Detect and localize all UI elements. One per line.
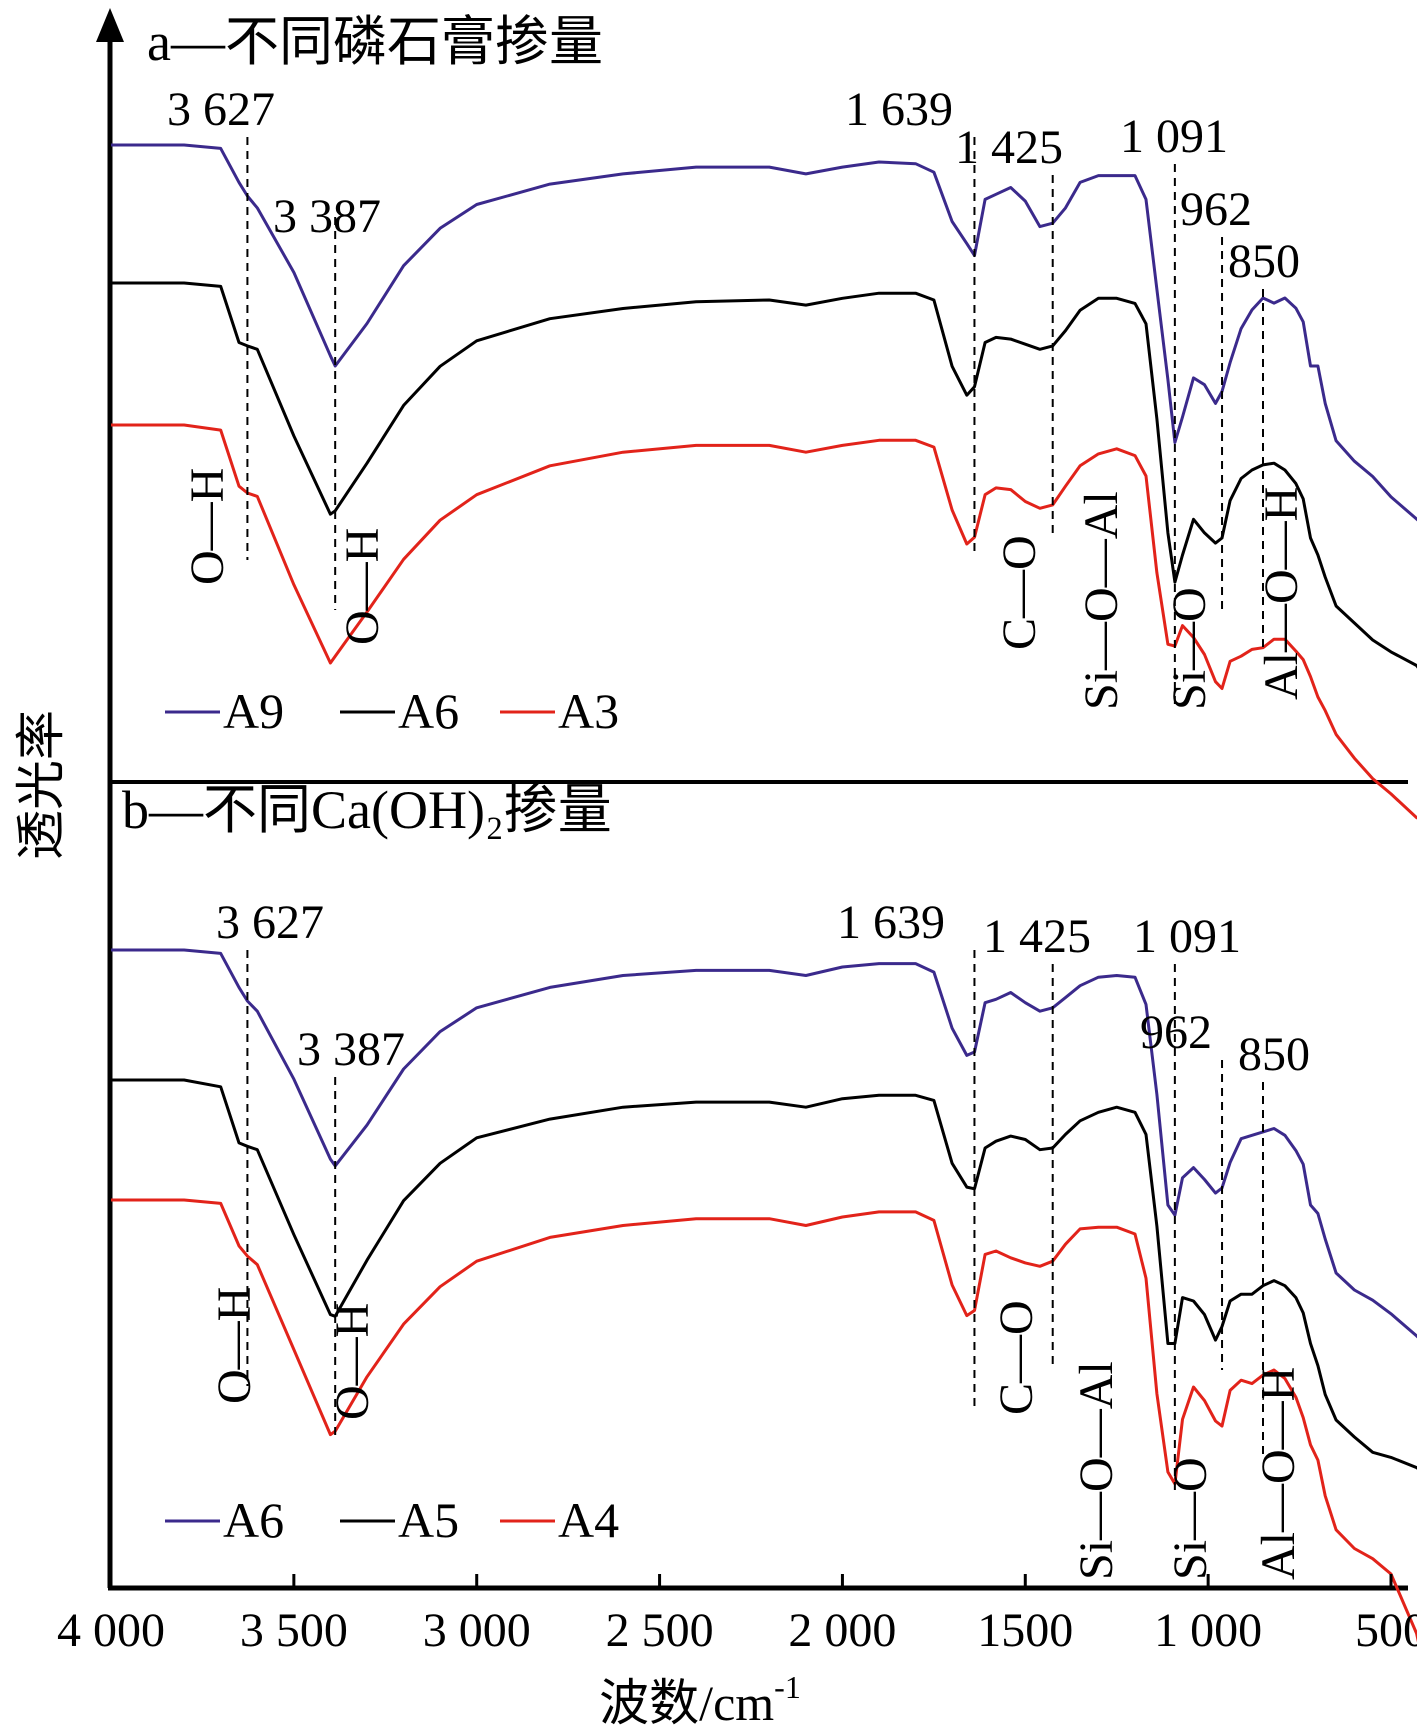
series-line-A3 <box>111 423 1417 820</box>
bond-label: C—O <box>990 1300 1043 1415</box>
series-line-A5 <box>111 1078 1417 1470</box>
bond-label: Al—O—H <box>1255 487 1308 700</box>
peak-label: 1 425 <box>983 910 1091 963</box>
panel-title: a—不同磷石膏掺量 <box>147 12 603 72</box>
peak-label: 962 <box>1180 183 1252 236</box>
x-tick-label: 500 <box>1355 1604 1417 1657</box>
legend-label-A6: A6 <box>223 1492 284 1548</box>
bond-label: O—H <box>208 1287 261 1404</box>
axes <box>96 8 1408 1591</box>
x-axis-title: 波数/cm-1 <box>599 1669 801 1731</box>
x-tick-label: 1500 <box>977 1604 1073 1657</box>
bond-label: Si—O—Al <box>1070 1361 1123 1580</box>
legend-label-A9: A9 <box>223 683 284 739</box>
peak-label: 3 387 <box>297 1023 405 1076</box>
legend-label-A6: A6 <box>398 683 459 739</box>
x-tick-label: 2 500 <box>606 1604 714 1657</box>
x-axis-title-exponent: -1 <box>774 1669 801 1705</box>
legend-label-A4: A4 <box>558 1492 619 1548</box>
x-tick-label: 4 000 <box>57 1604 165 1657</box>
peak-label: 850 <box>1238 1028 1310 1081</box>
bond-label: O—H <box>326 1303 379 1420</box>
series-line-A9 <box>111 143 1417 522</box>
x-axis-title-main: 波数/cm <box>599 1675 774 1731</box>
bond-label: O—H <box>181 468 234 585</box>
x-tick-label: 3 500 <box>240 1604 348 1657</box>
bond-label: C—O <box>993 535 1046 650</box>
peak-label: 1 639 <box>837 896 945 949</box>
panel-b: b—不同Ca(OH)₂掺量 3 627 3 387 1 639 1 425 1 091 96… <box>111 780 1417 1643</box>
peak-label: 1 091 <box>1133 910 1241 963</box>
panel-title: b—不同Ca(OH)₂掺量 <box>122 780 612 840</box>
series-line-A6 <box>111 948 1417 1339</box>
bond-label: Si—O <box>1163 587 1216 710</box>
peak-label: 1 639 <box>845 83 953 136</box>
bond-label: Al—O—H <box>1252 1367 1305 1580</box>
peak-label: 3 627 <box>216 896 324 949</box>
bond-label: Si—O—Al <box>1075 491 1128 710</box>
x-tick-label: 1 000 <box>1154 1604 1262 1657</box>
series-line-A4 <box>111 1198 1417 1643</box>
x-tick-label: 2 000 <box>788 1604 896 1657</box>
peak-label: 850 <box>1228 235 1300 288</box>
x-tick-label: 3 000 <box>423 1604 531 1657</box>
bond-label: Si—O <box>1164 1457 1217 1580</box>
x-axis-ticks: 4 000 3 500 3 000 2 500 2 000 1500 1 000 500 <box>57 1574 1417 1657</box>
peak-label: 962 <box>1140 1006 1212 1059</box>
bond-label: O—H <box>336 528 389 645</box>
peak-label: 1 091 <box>1120 110 1228 163</box>
peak-label: 1 425 <box>955 121 1063 174</box>
peak-label: 3 387 <box>273 190 381 243</box>
peak-label: 3 627 <box>167 83 275 136</box>
y-axis-arrow <box>96 8 124 42</box>
y-axis-title: 透光率 <box>13 710 69 860</box>
legend-label-A3: A3 <box>558 683 619 739</box>
series-line-A6 <box>111 281 1417 669</box>
legend-label-A5: A5 <box>398 1492 459 1548</box>
